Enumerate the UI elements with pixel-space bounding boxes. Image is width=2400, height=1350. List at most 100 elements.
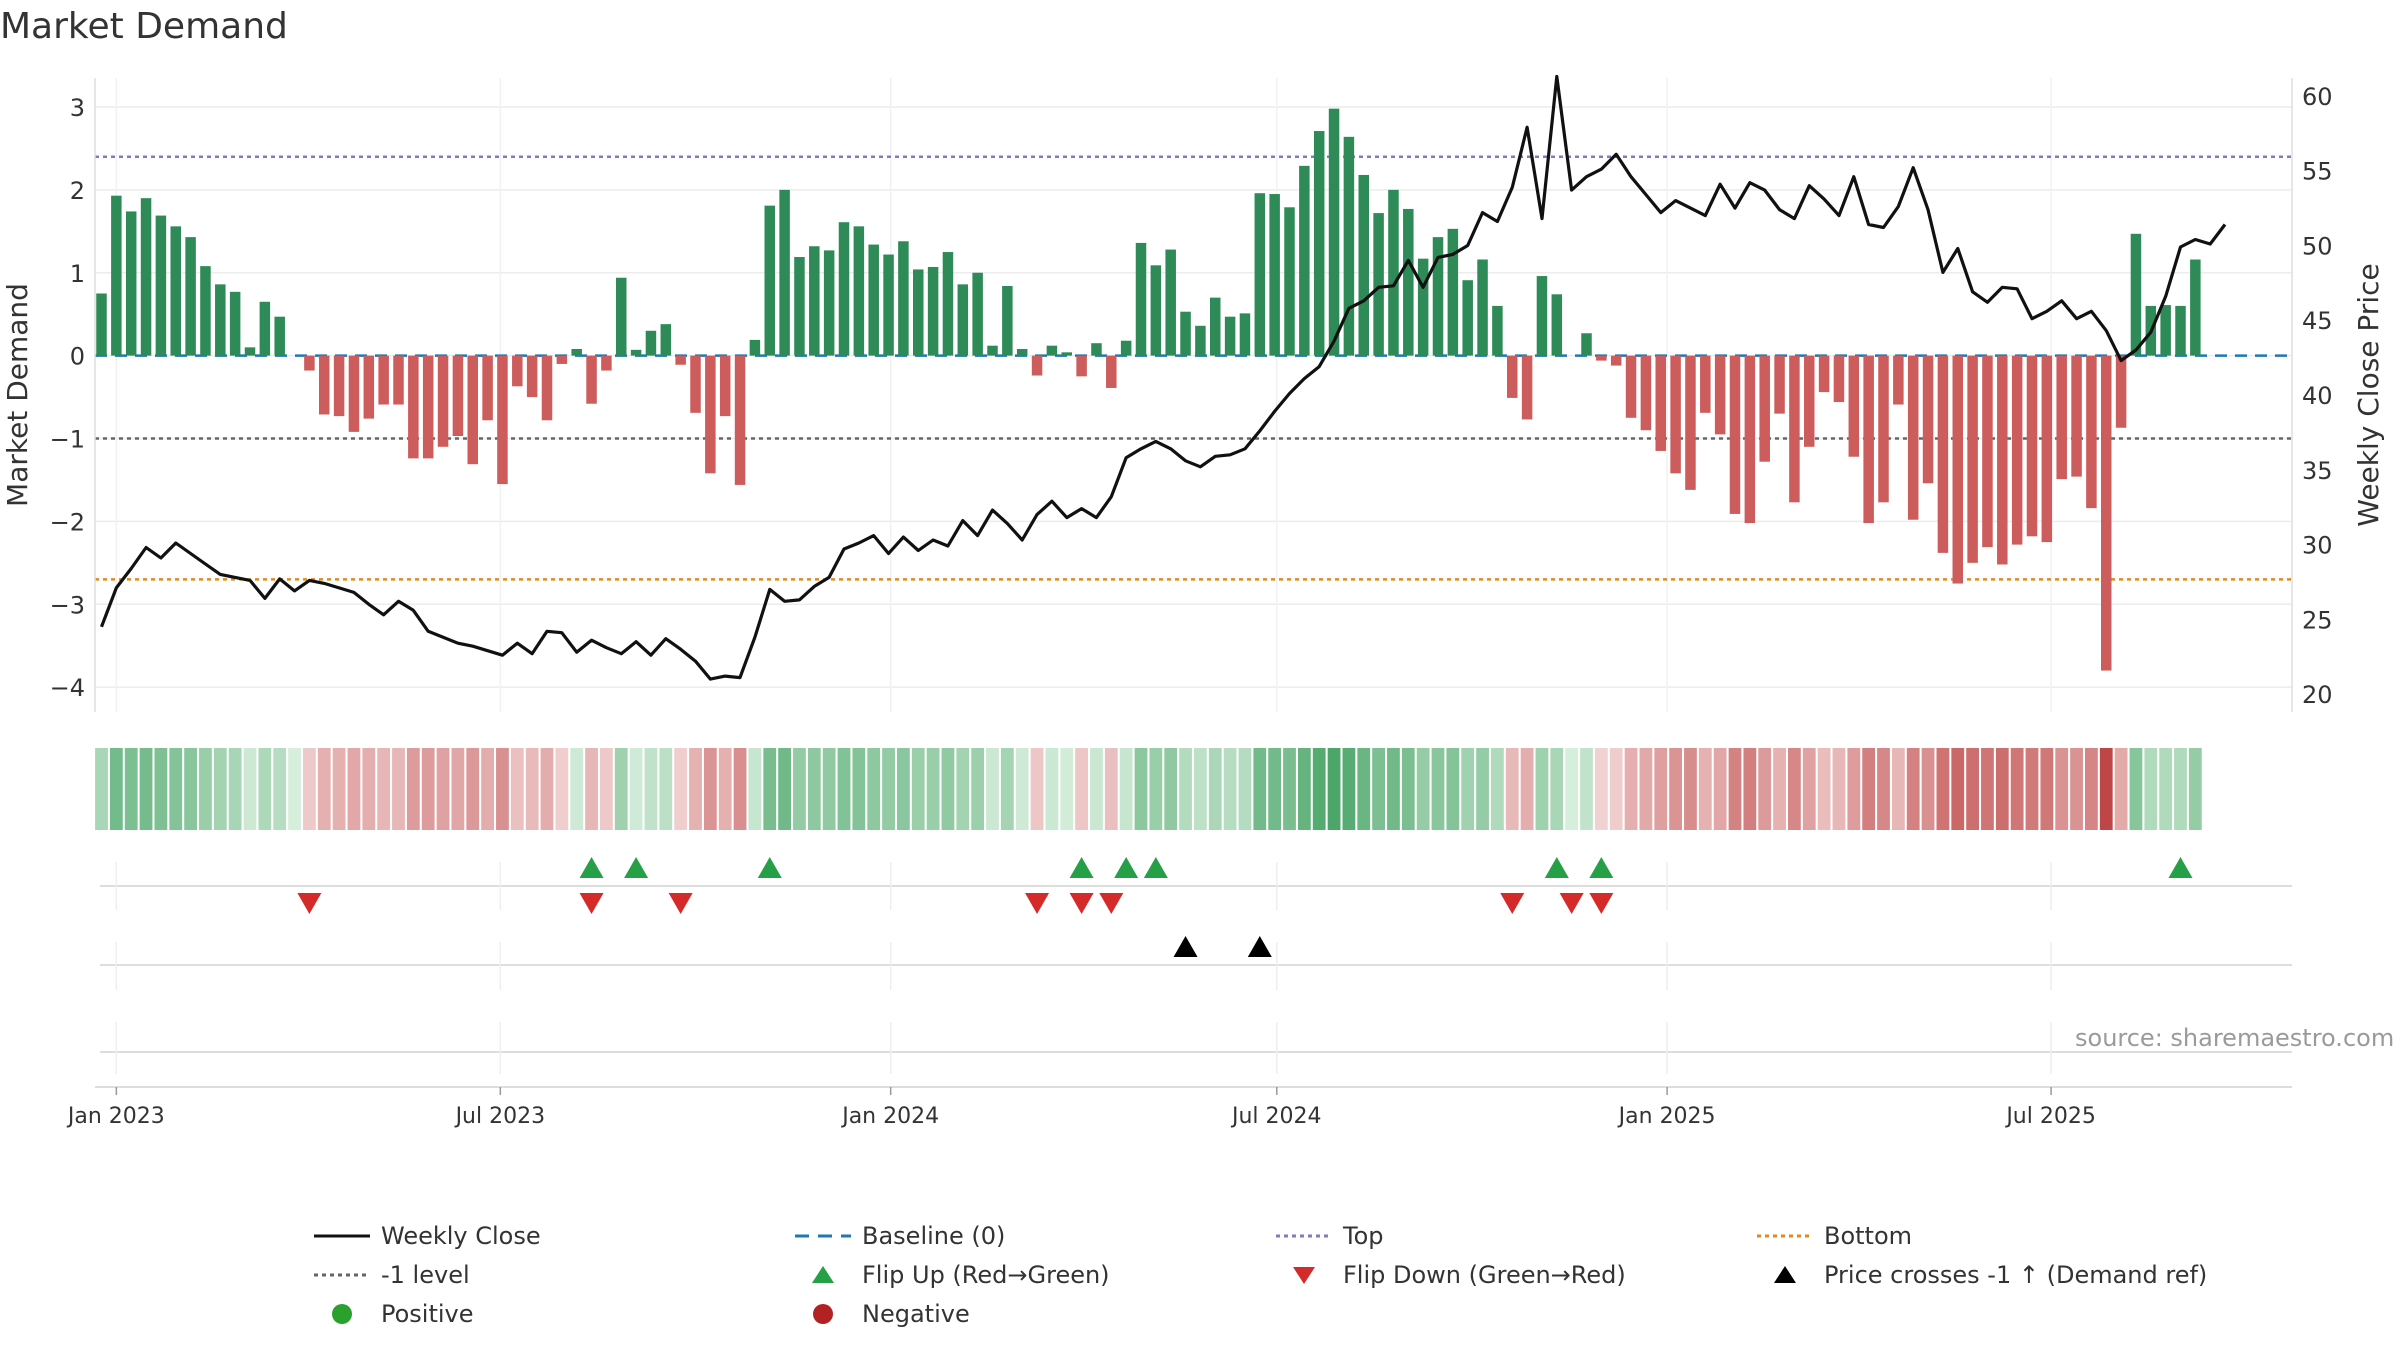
y2-tick-label: 20 — [2302, 681, 2333, 709]
heat-cell — [585, 748, 598, 830]
demand-bar — [1091, 343, 1102, 356]
demand-bar — [170, 226, 181, 356]
heat-cell — [2159, 748, 2173, 830]
demand-bars — [96, 108, 2201, 671]
heat-cell — [1580, 748, 1593, 830]
flip-down-marker — [1025, 893, 1050, 914]
demand-bar — [987, 345, 998, 356]
demand-bar — [630, 349, 642, 356]
heat-cell — [377, 748, 391, 830]
flip-event-markers — [100, 857, 2292, 1074]
heat-cell — [986, 748, 999, 830]
demand-bar — [1759, 355, 1770, 462]
heat-cell — [674, 748, 688, 830]
heat-cell — [807, 748, 821, 830]
demand-bar — [1625, 355, 1637, 418]
heat-cell — [822, 748, 836, 830]
demand-bar — [2190, 259, 2201, 356]
heat-cell — [347, 748, 361, 830]
demand-bar — [200, 266, 211, 356]
heat-cell — [926, 748, 940, 830]
demand-bar — [348, 355, 360, 432]
demand-bar — [1833, 355, 1845, 403]
heat-cell — [748, 748, 762, 830]
demand-bar — [1313, 131, 1325, 356]
heat-cell — [2070, 748, 2083, 830]
demand-bar — [1150, 265, 1162, 356]
y-tick-label: −2 — [50, 508, 85, 536]
demand-bar — [1269, 194, 1280, 356]
heat-cell — [629, 748, 643, 830]
demand-bar — [2160, 305, 2171, 356]
demand-bar — [675, 355, 686, 365]
heat-cell — [213, 748, 227, 830]
demand-bar — [556, 355, 568, 364]
demand-bar — [2041, 355, 2053, 543]
demand-bar — [274, 316, 285, 356]
demand-bar — [1328, 108, 1340, 356]
flip-down-marker — [1500, 893, 1525, 914]
heat-cell — [852, 748, 866, 830]
price-cross-marker — [1173, 936, 1198, 957]
demand-bar — [645, 330, 657, 356]
heat-cell — [139, 748, 153, 830]
demand-bar — [1061, 352, 1072, 356]
heat-cell — [1253, 748, 1267, 830]
heat-cell — [1669, 748, 1682, 830]
demand-bar — [541, 355, 553, 421]
demand-bar — [1254, 193, 1266, 356]
heat-cell — [1030, 748, 1044, 830]
demand-bar — [1507, 355, 1518, 398]
demand-bar — [244, 347, 256, 356]
flip-down-marker — [1559, 893, 1584, 914]
heat-cell — [184, 748, 197, 830]
heat-cell — [1357, 748, 1371, 830]
demand-bar — [749, 339, 761, 356]
demand-bar — [794, 257, 805, 356]
demand-bar — [1120, 340, 1132, 356]
demand-bar — [779, 189, 790, 356]
demand-bar — [927, 266, 939, 356]
heat-cell — [956, 748, 970, 830]
heat-cell — [2188, 748, 2202, 830]
flip-down-marker — [1069, 893, 1094, 914]
demand-bar — [719, 355, 731, 417]
demand-bar — [823, 250, 835, 356]
flip-up-marker — [1069, 857, 1094, 878]
y-tick-label: 2 — [70, 177, 85, 205]
demand-bar — [2175, 305, 2186, 356]
demand-bar — [259, 301, 271, 356]
heat-cell — [1906, 748, 1920, 830]
demand-bar — [1952, 355, 1963, 584]
heat-cell — [1832, 748, 1846, 830]
demand-bar — [215, 284, 226, 356]
y2-tick-label: 30 — [2302, 532, 2333, 560]
demand-bar — [140, 198, 152, 356]
demand-bar — [1804, 355, 1815, 447]
demand-bar — [1358, 174, 1369, 356]
demand-bar — [111, 195, 122, 356]
demand-bar — [1536, 276, 1548, 356]
heat-cell — [718, 748, 732, 830]
demand-bar — [1670, 355, 1681, 474]
flip-up-marker — [2168, 857, 2193, 878]
demand-bar — [96, 293, 107, 356]
heat-cell — [1268, 748, 1282, 830]
heat-cell — [1966, 748, 1979, 830]
heat-cell — [1476, 748, 1489, 830]
heat-cell — [496, 748, 509, 830]
heat-cell — [199, 748, 212, 830]
heat-cell — [243, 748, 257, 830]
demand-bar — [2101, 355, 2112, 671]
flip-up-marker — [579, 857, 604, 878]
y-tick-label: −1 — [50, 426, 85, 454]
demand-bar — [616, 277, 627, 356]
heat-cell — [109, 748, 123, 830]
demand-bar — [1818, 355, 1830, 393]
demand-bar — [1878, 355, 1889, 503]
heat-cell — [421, 748, 435, 830]
heat-cell — [169, 748, 183, 830]
heat-cell — [1491, 748, 1504, 830]
heat-cell — [273, 748, 287, 830]
heat-cell — [288, 748, 301, 830]
